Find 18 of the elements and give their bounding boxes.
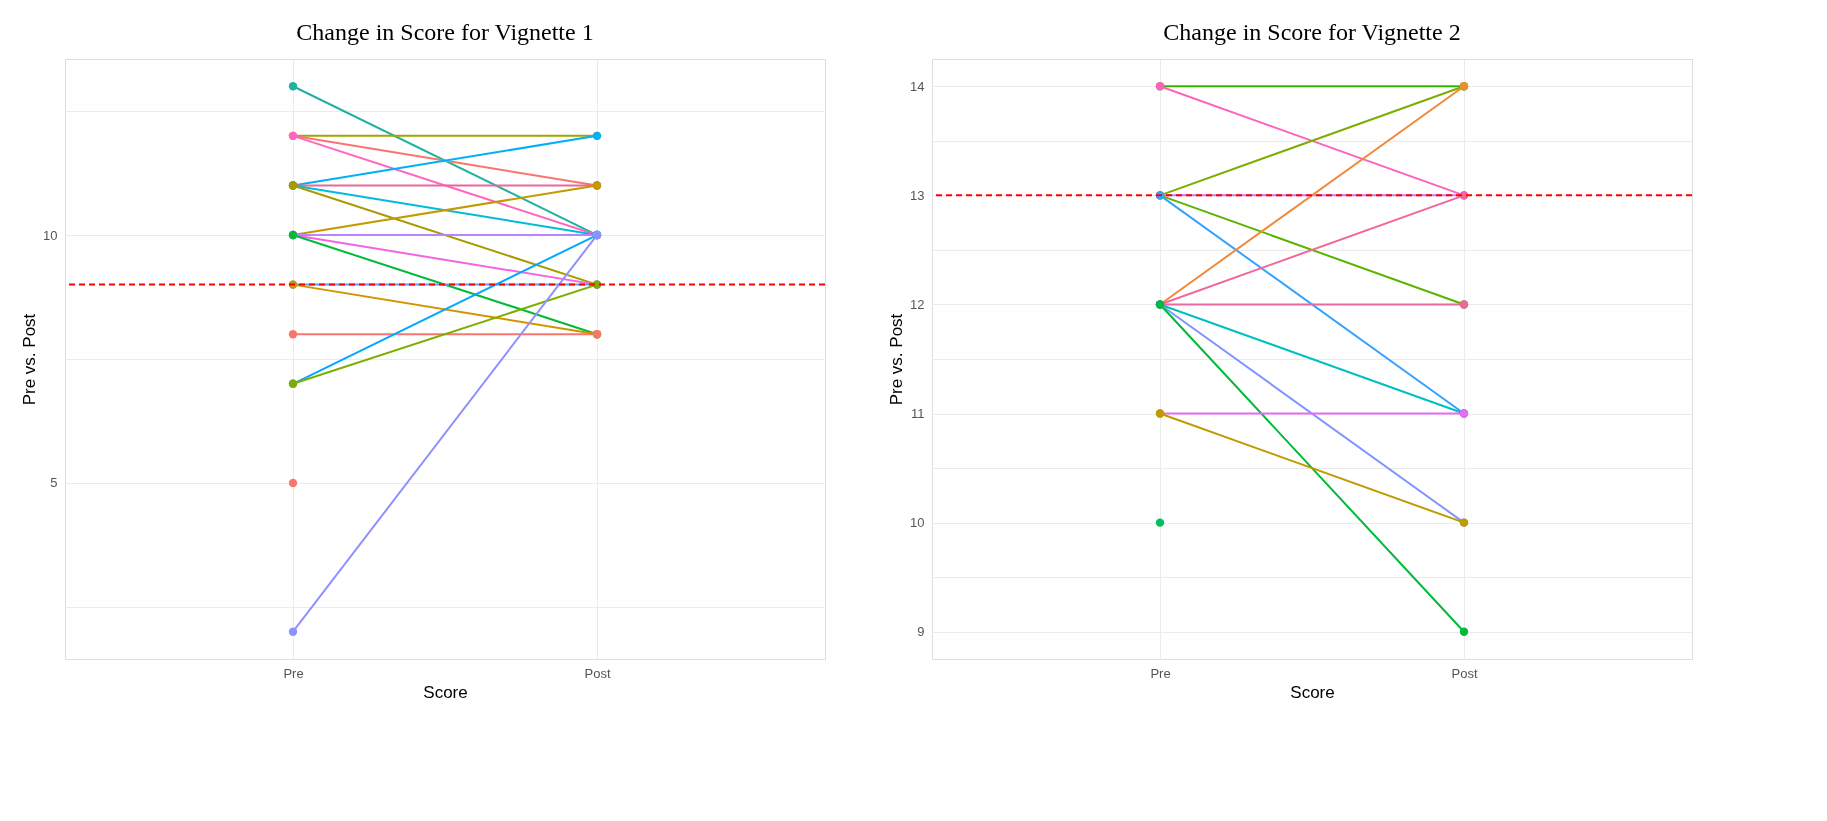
y-tick-label: 12 <box>910 296 925 312</box>
x-tick-label: Post <box>584 665 611 681</box>
y-tick-label: 5 <box>50 475 58 491</box>
x-tick-label: Pre <box>1150 665 1171 681</box>
y-tick-label: 10 <box>43 227 58 243</box>
chart-title: Change in Score for Vignette 2 <box>1163 19 1461 45</box>
chart-title: Change in Score for Vignette 1 <box>296 19 594 45</box>
y-tick-label: 13 <box>910 187 925 203</box>
x-axis-title: Score <box>423 682 468 702</box>
y-tick-label: 14 <box>910 78 925 94</box>
x-tick-label: Post <box>1451 665 1478 681</box>
x-axis-title: Score <box>1290 682 1335 702</box>
y-tick-label: 9 <box>917 624 925 640</box>
x-tick-label: Pre <box>283 665 304 681</box>
y-tick-label: 11 <box>911 406 925 422</box>
y-axis-title: Pre vs. Post <box>20 313 40 406</box>
y-axis-title: Pre vs. Post <box>887 313 907 406</box>
y-tick-label: 10 <box>910 515 925 531</box>
